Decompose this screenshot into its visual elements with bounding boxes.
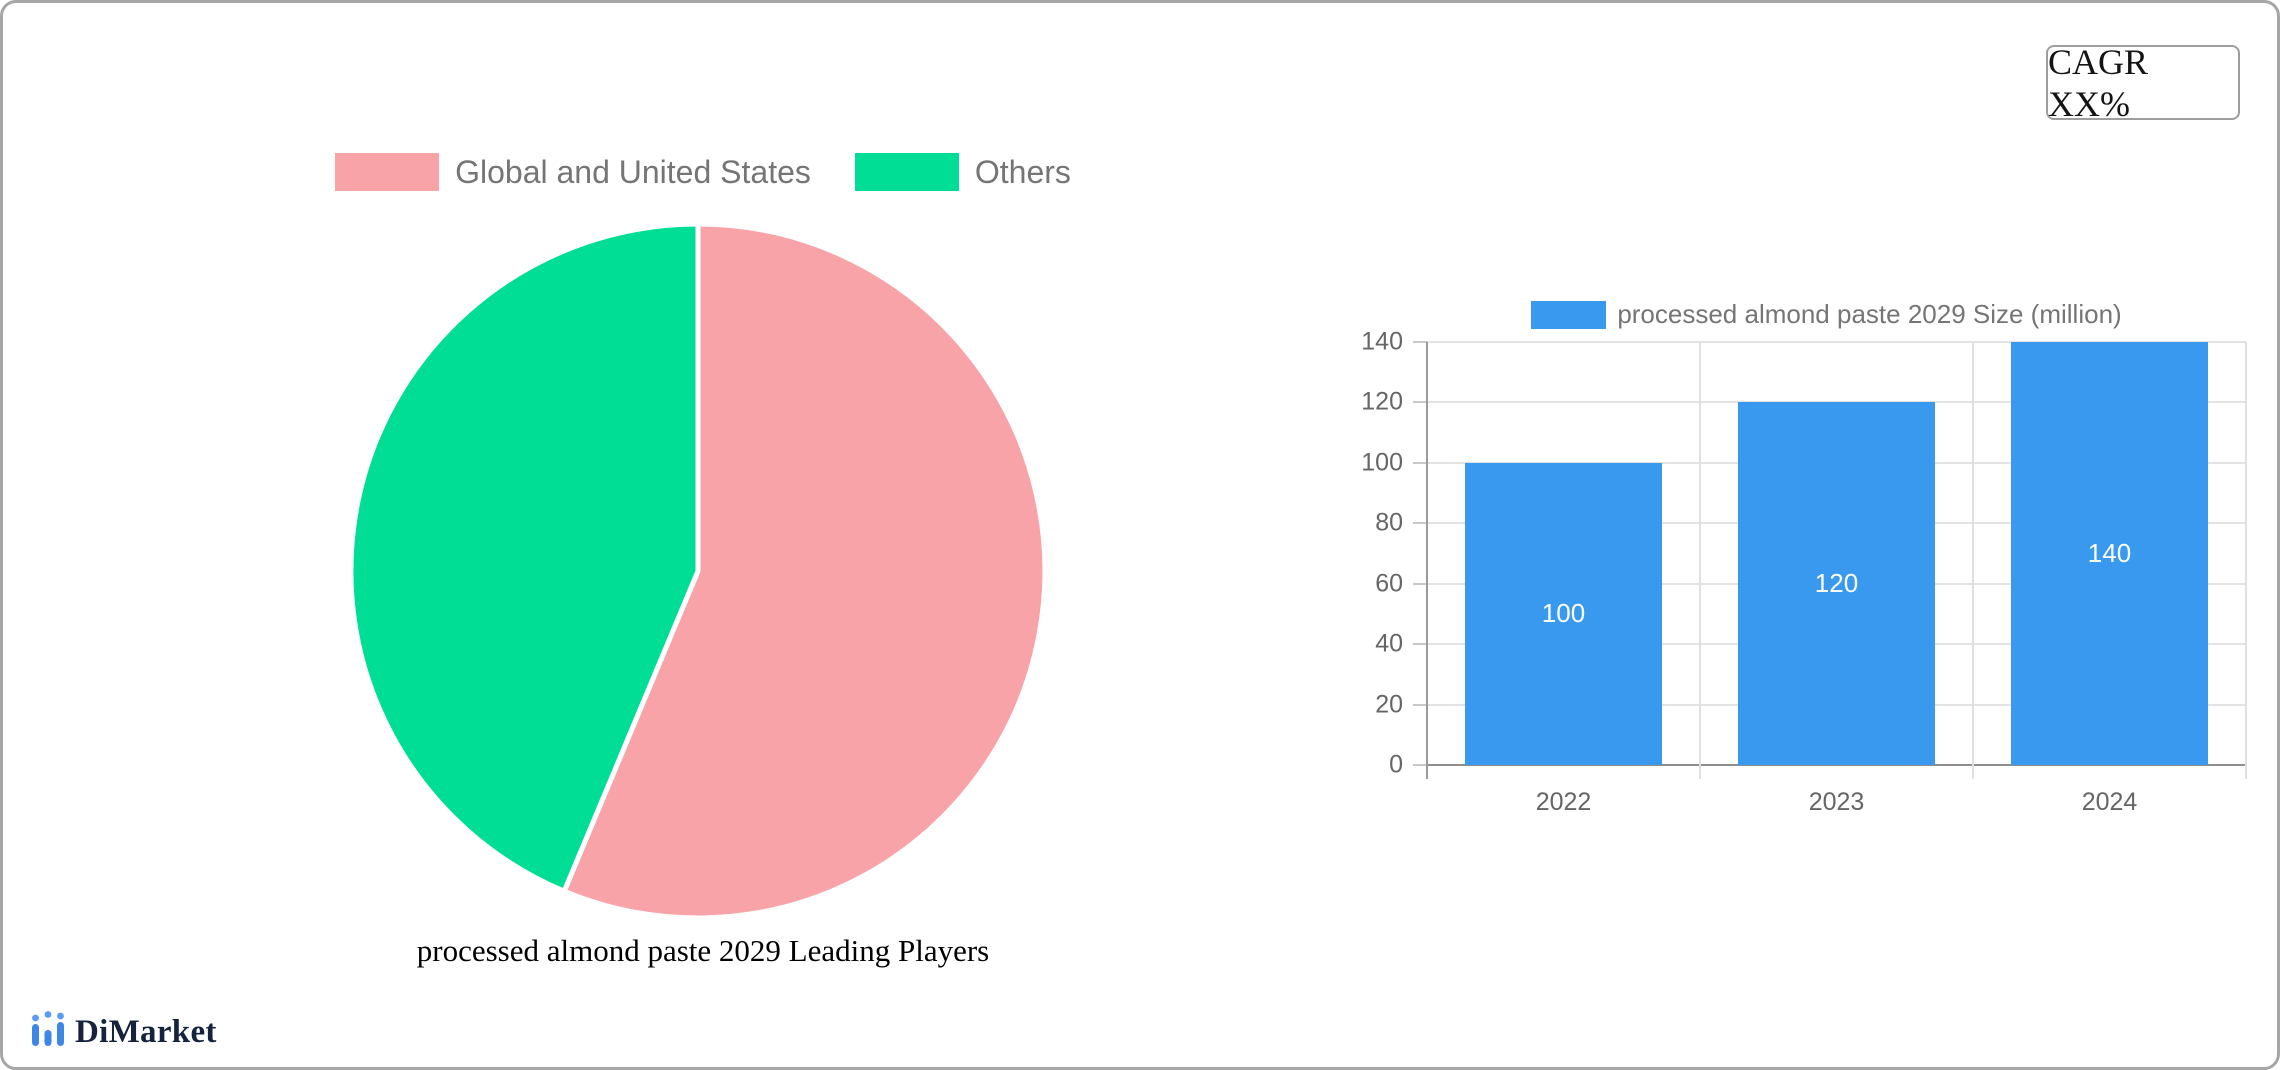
y-tick-label: 0 [1389, 750, 1403, 779]
bar-legend-swatch [1531, 300, 1607, 329]
cagr-label: CAGR XX% [2048, 41, 2149, 124]
y-axis-tick [1413, 582, 1427, 585]
bar-chart-plot: 0 20 40 60 80 100 120 140 100 2022 120 2023 140 2024 [1361, 328, 2247, 816]
x-tick-label: 2023 [1808, 788, 1865, 816]
category-gridline [1699, 342, 1701, 779]
legend-label: Others [974, 153, 1071, 190]
bar-value-label: 120 [1814, 568, 1859, 599]
y-tick-label: 80 [1375, 508, 1403, 537]
bar: 120 [1738, 402, 1935, 765]
bar-legend[interactable]: processed almond paste 2029 Size (millio… [1407, 299, 2246, 330]
x-axis-line [1427, 764, 2246, 766]
category-gridline [2245, 342, 2247, 779]
y-axis-tick [1413, 341, 1427, 343]
y-axis-tick [1413, 643, 1427, 646]
y-tick-label: 120 [1361, 387, 1403, 416]
y-gridline [1427, 341, 2246, 343]
bar-chart-logo-icon [32, 1011, 64, 1046]
y-axis-line [1426, 342, 1428, 779]
y-axis-tick [1413, 522, 1427, 525]
dimarket-logo: DiMarket [31, 1009, 217, 1055]
cagr-badge: CAGR XX% [2046, 42, 2240, 124]
bar-legend-label: processed almond paste 2029 Size (millio… [1617, 299, 2122, 329]
pie-chart [348, 221, 1048, 921]
category-gridline [1972, 342, 1974, 779]
pie-chart-title: processed almond paste 2029 Leading Play… [416, 933, 990, 968]
y-axis-tick [1413, 703, 1427, 706]
bar: 140 [2011, 342, 2208, 765]
logo-text: DiMarket [75, 1013, 217, 1050]
bar: 100 [1465, 462, 1662, 765]
legend-swatch [335, 153, 440, 191]
pie-slice [348, 221, 701, 894]
x-tick-label: 2024 [2081, 788, 2138, 816]
y-tick-label: 40 [1375, 629, 1403, 658]
x-tick-label: 2022 [1535, 788, 1592, 816]
y-axis-tick [1413, 764, 1427, 766]
pie-legend-item[interactable]: Others [854, 153, 1071, 191]
y-axis-tick [1413, 401, 1427, 404]
y-tick-label: 20 [1375, 690, 1403, 719]
y-tick-label: 60 [1375, 569, 1403, 598]
legend-label: Global and United States [455, 153, 811, 190]
bar-value-label: 100 [1541, 598, 1586, 629]
y-tick-label: 140 [1361, 327, 1403, 356]
bar-value-label: 140 [2087, 538, 2132, 568]
pie-slice [561, 221, 1048, 921]
y-axis-tick [1413, 461, 1427, 464]
y-tick-label: 100 [1361, 448, 1403, 477]
pie-legend: Global and United States Others [183, 153, 1223, 191]
legend-swatch [854, 153, 959, 191]
pie-legend-item[interactable]: Global and United States [335, 153, 811, 191]
